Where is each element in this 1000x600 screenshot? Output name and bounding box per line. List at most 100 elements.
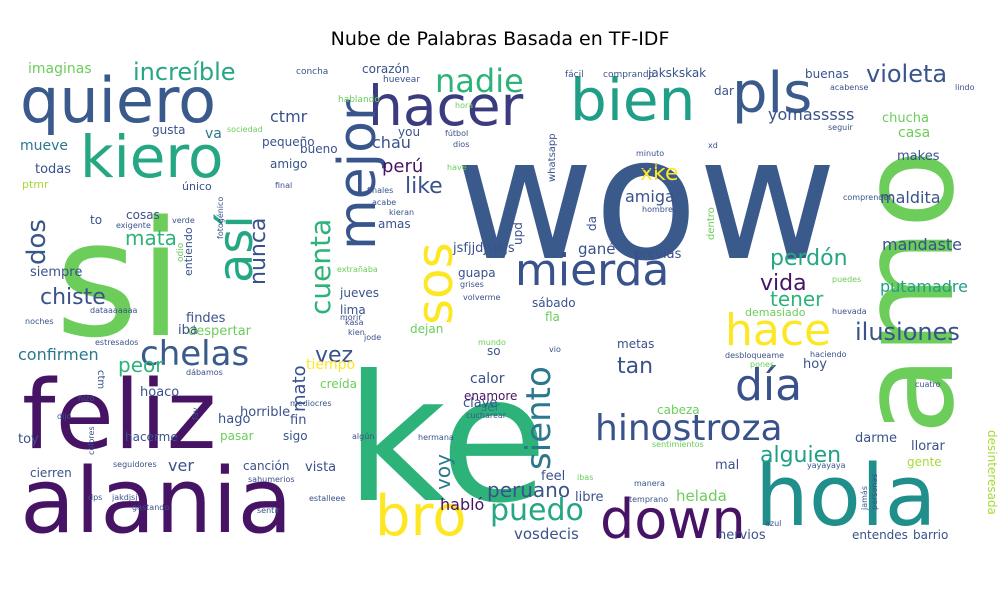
word-personas: personas <box>870 474 879 511</box>
word-tener: tener <box>770 287 824 311</box>
word-barrio: barrio <box>913 528 948 542</box>
word-gusta: gusta <box>152 123 186 137</box>
word-buenas: buenas <box>805 67 849 81</box>
word-hizo: hizo <box>78 394 94 403</box>
word-iba: iba <box>178 323 198 338</box>
word-hace: hace <box>725 305 831 356</box>
word-concha: concha <box>296 67 328 77</box>
word-s-bado: sábado <box>532 296 576 310</box>
word-hacer: hacer <box>368 74 524 138</box>
word-jakskskak: jakskskak <box>647 66 706 80</box>
word-mandaste: mandaste <box>882 235 962 254</box>
word-hola: hola <box>755 447 937 546</box>
word-siempre: siempre <box>30 265 82 280</box>
word-dar: dar <box>714 84 734 98</box>
word-chiste: chiste <box>40 285 106 310</box>
word-yayayaya: yayayaya <box>807 461 846 470</box>
word-desbloqueame: desbloqueame <box>725 351 784 360</box>
word-mueve: mueve <box>20 138 68 154</box>
word-dios: dios <box>453 140 469 149</box>
word-canci-n: canción <box>243 459 289 473</box>
word-kien: kien <box>348 328 365 337</box>
word-mediocres: mediocres <box>290 399 332 408</box>
word-vida: vida <box>760 271 807 296</box>
word-mierda: mierda <box>515 245 669 296</box>
word-acabense: acabense <box>830 83 868 92</box>
word-makes: makes <box>897 149 940 164</box>
word-cre-da: creída <box>320 377 357 391</box>
word-putamadre: putamadre <box>880 277 968 296</box>
word-dijo: dijo <box>57 412 72 421</box>
word-ctm: ctm <box>95 370 106 389</box>
word-huevear: huevear <box>383 75 420 85</box>
word-vista: vista <box>305 460 336 475</box>
word-azul: azul <box>765 519 781 528</box>
word-casa: casa <box>898 125 930 141</box>
word-comprando: comprando <box>603 70 655 80</box>
word-hacerme: hacerme <box>125 430 178 444</box>
word-cucharear: cucharear <box>466 411 507 420</box>
word-f-cil: fácil <box>565 70 584 80</box>
word-gastando: gastando <box>132 503 169 512</box>
word-sos: sos <box>406 242 464 325</box>
word-hablando: hablando <box>338 95 380 105</box>
word-chucha: chucha <box>882 111 929 126</box>
word-ke: ke <box>345 339 548 542</box>
word-ilusiones: ilusiones <box>855 318 960 346</box>
word-huevada: huevada <box>832 307 867 316</box>
word-exigente: exigente <box>116 221 151 230</box>
word-jueves: jueves <box>339 286 379 300</box>
word-despertar: despertar <box>188 324 252 339</box>
word-to: to <box>90 213 102 227</box>
word-like: like <box>405 174 443 199</box>
word-xke: xke <box>640 161 679 186</box>
word-gente: gente <box>907 455 942 469</box>
word-mundo: mundo <box>478 338 506 347</box>
word-hombres: hombres <box>642 205 677 214</box>
word-nunca: nunca <box>246 218 271 285</box>
word-comprender: comprender <box>843 193 892 202</box>
word-morir: morir <box>340 313 362 322</box>
word-sentir: sentir <box>257 506 281 515</box>
word-kasa: kasa <box>345 318 364 327</box>
word-violeta: violeta <box>866 60 947 88</box>
word-acabe: acabe <box>372 198 396 207</box>
word-alania: alania <box>20 449 293 554</box>
word-incre-ble: increíble <box>133 58 236 86</box>
word-upd: upd <box>511 222 525 245</box>
word-jode: jode <box>363 333 381 342</box>
word-va: va <box>205 126 222 142</box>
word-amiga: amiga <box>625 187 675 206</box>
word-per-: perú <box>382 156 423 177</box>
word-sahumerios: sahumerios <box>248 475 295 484</box>
word-have: have <box>447 163 467 172</box>
word-cuatro: cuatro <box>915 380 941 389</box>
word-kieran: kieran <box>389 208 414 217</box>
word-xd: xd <box>708 141 718 150</box>
word-cuenta: cuenta <box>304 219 337 315</box>
word-minuto: minuto <box>636 149 664 158</box>
word-seguidores: seguidores <box>113 460 157 469</box>
word-ptmr: ptmr <box>22 178 49 191</box>
word-peruano: peruano <box>487 478 570 502</box>
word-feel: feel <box>541 469 565 484</box>
word-mato: mato <box>289 365 310 412</box>
word-mejor: mejor <box>328 99 388 250</box>
word-horrible: horrible <box>240 405 290 420</box>
word-toy: toy <box>18 432 39 447</box>
word-estalleee: estalleee <box>309 494 345 503</box>
word-alg-n: algún <box>352 432 374 441</box>
word-dos: dos <box>22 219 52 265</box>
chart-title: Nube de Palabras Basada en TF-IDF <box>330 28 670 50</box>
word-amigo: amigo <box>270 157 307 171</box>
word-fav: fav <box>191 407 200 420</box>
word-kiero: kiero <box>80 123 223 191</box>
word-sigo: sigo <box>283 429 308 443</box>
word-nadie: nadie <box>435 62 524 100</box>
word-pones: pones <box>750 360 774 369</box>
word-chau: chau <box>372 133 411 152</box>
word-demasiado: demasiado <box>745 306 806 319</box>
word-previas: previas <box>634 247 682 262</box>
word-lima: lima <box>340 303 366 317</box>
